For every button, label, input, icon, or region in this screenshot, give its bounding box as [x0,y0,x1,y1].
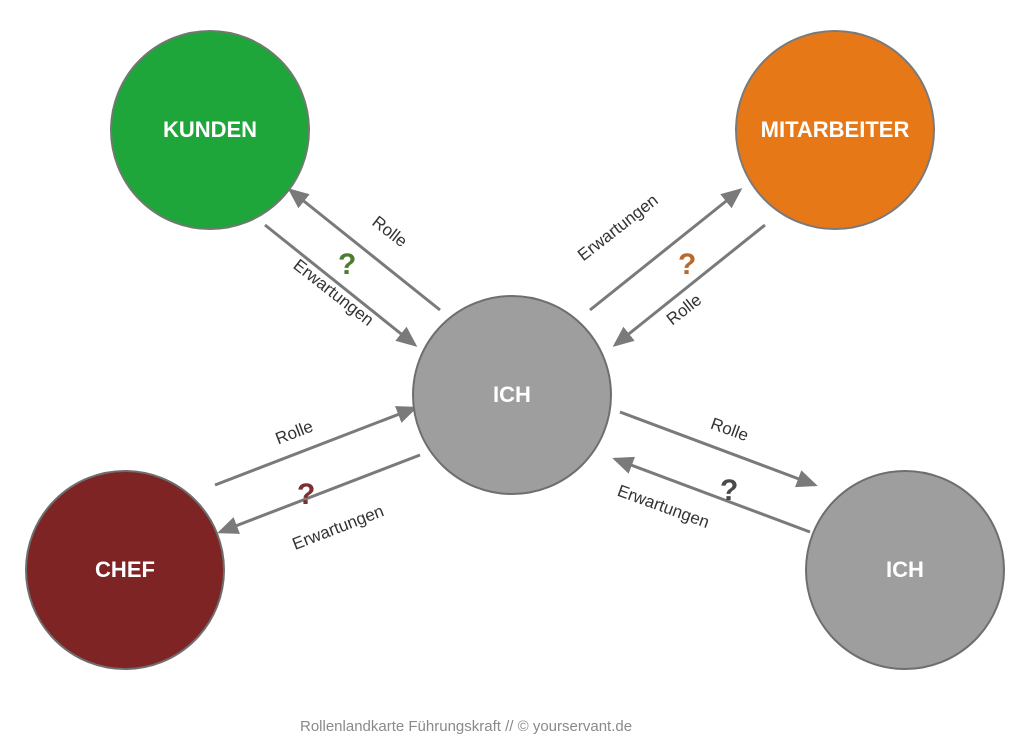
edge-label-erw-br: Erwartungen [614,481,711,533]
node-kunden: KUNDEN [110,30,310,230]
qmark-ich-br: ? [720,474,738,508]
node-label: KUNDEN [163,117,257,143]
edge-label-rolle-tl: Rolle [368,212,411,252]
node-mitarbeiter: MITARBEITER [735,30,935,230]
edge-label-erw-tr: Erwartungen [574,190,662,265]
qmark-kunden: ? [338,248,356,282]
node-label: ICH [886,557,924,583]
edge-label-rolle-bl: Rolle [273,417,316,450]
node-label: ICH [493,382,531,408]
edge-label-rolle-br: Rolle [708,414,751,446]
qmark-chef: ? [297,478,315,512]
footer-caption: Rollenlandkarte Führungskraft // © yours… [300,718,632,735]
node-chef: CHEF [25,470,225,670]
node-label: MITARBEITER [761,117,910,143]
qmark-mitarbeiter: ? [678,248,696,282]
edge-label-erw-tl: Erwartungen [289,255,377,330]
diagram-stage: Rolle Erwartungen Erwartungen Rolle Roll… [0,0,1024,752]
edge-label-rolle-tr: Rolle [663,290,706,330]
node-ich-center: ICH [412,295,612,495]
node-label: CHEF [95,557,155,583]
node-ich-right: ICH [805,470,1005,670]
